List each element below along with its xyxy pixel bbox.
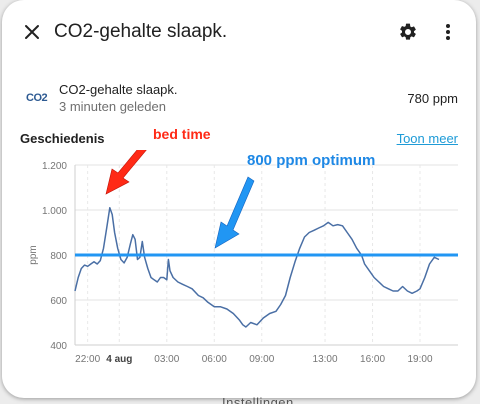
x-tick-label: 16:00 — [360, 354, 385, 365]
more-vert-icon — [446, 24, 450, 40]
y-axis-label: ppm — [28, 245, 39, 264]
more-menu-button[interactable] — [432, 16, 464, 48]
x-tick-label: 22:00 — [75, 354, 100, 365]
close-button[interactable] — [16, 16, 48, 48]
show-more-link[interactable]: Toon meer — [396, 131, 458, 146]
settings-button[interactable] — [392, 16, 424, 48]
co2-icon: CO2 — [26, 92, 48, 104]
bottom-partial-text: Instellingen — [222, 396, 294, 404]
history-chart[interactable]: 400 600 800 1.000 1.200 22:00 4 aug 03:00 06:00 0… — [2, 150, 476, 370]
optimum-annotation: 800 ppm optimum — [247, 152, 376, 169]
bed-time-annotation: bed time — [153, 126, 211, 142]
gear-icon — [400, 23, 416, 40]
dialog-title: CO2-gehalte slaapk. — [54, 21, 228, 42]
x-tick-label: 19:00 — [408, 354, 433, 365]
co2-icon-label: CO2 — [26, 92, 48, 104]
x-tick-label: 13:00 — [313, 354, 338, 365]
x-tick-label: 06:00 — [202, 354, 227, 365]
series-line — [74, 207, 440, 328]
entity-name: CO2-gehalte slaapk. — [59, 82, 178, 97]
optimum-arrow — [214, 176, 255, 249]
close-icon — [25, 25, 39, 39]
history-title: Geschiedenis — [20, 131, 105, 146]
y-tick-label: 600 — [50, 296, 67, 307]
y-tick-label: 800 — [50, 251, 67, 262]
entity-row[interactable]: CO2 CO2-gehalte slaapk. 3 minuten gelede… — [2, 78, 476, 118]
y-tick-label: 1.000 — [42, 206, 67, 217]
x-tick-label: 4 aug — [106, 354, 132, 365]
entity-last-changed: 3 minuten geleden — [59, 99, 166, 114]
x-tick-label: 09:00 — [249, 354, 274, 365]
entity-state-value: 780 ppm — [407, 91, 458, 106]
more-info-dialog: CO2-gehalte slaapk. CO2 CO2-gehalte slaa… — [2, 0, 476, 398]
bed-time-arrow — [105, 150, 147, 195]
x-tick-label: 03:00 — [154, 354, 179, 365]
dialog-header: CO2-gehalte slaapk. — [2, 0, 476, 64]
y-tick-label: 400 — [50, 341, 67, 352]
y-tick-label: 1.200 — [42, 161, 67, 172]
